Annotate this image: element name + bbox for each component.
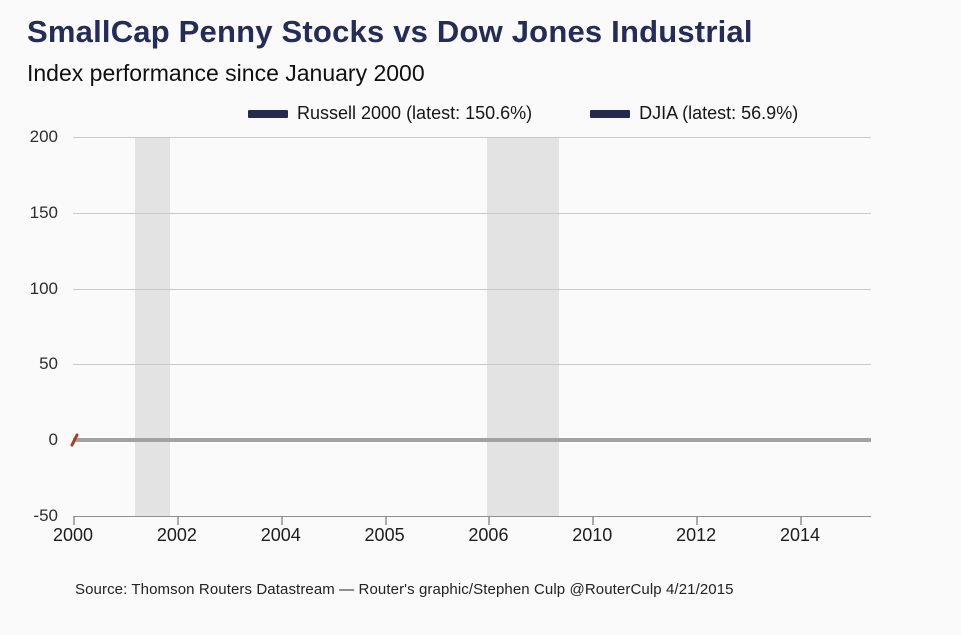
chart-subtitle: Index performance since January 2000 [27, 60, 425, 86]
x-tick-label: 2002 [156, 525, 197, 545]
gridline-100 [73, 288, 871, 290]
x-tick-mark [800, 517, 803, 525]
recession-band-0 [135, 137, 171, 516]
y-tick-label: 0 [48, 430, 58, 450]
gridline-200 [73, 137, 871, 138]
x-tick-label: 2005 [364, 525, 405, 545]
chart-title: SmallCap Penny Stocks vs Dow Jones Indus… [27, 14, 753, 49]
x-tick-mark [696, 517, 699, 525]
legend-item-0: Russell 2000 (latest: 150.6%) [248, 103, 532, 124]
x-tick-label: 2014 [779, 525, 821, 545]
x-tick-label: 2010 [572, 525, 613, 545]
y-tick-label: 150 [29, 202, 58, 222]
legend-item-1: DJIA (latest: 56.9%) [590, 103, 798, 124]
x-axis-labels: 2000 2002 2004 2005 2006 2010 2012 2014 [53, 525, 871, 551]
recession-band-1 [487, 137, 559, 516]
x-tick-mark [488, 517, 491, 525]
legend-label: DJIA (latest: 56.9%) [639, 103, 799, 123]
x-tick-label: 2006 [468, 525, 509, 545]
x-tick-mark [280, 517, 283, 525]
y-tick-label: 200 [29, 127, 58, 146]
x-tick-label: 2000 [52, 525, 94, 545]
y-tick-label: 50 [39, 354, 58, 374]
y-tick-label: -50 [33, 506, 58, 525]
source-credit: Source: Thomson Routers Datastream — Rou… [75, 581, 734, 598]
chart-legend: Russell 2000 (latest: 150.6%) DJIA (lates… [248, 103, 798, 124]
legend-line-swatch [590, 109, 631, 118]
x-tick-mark [592, 517, 595, 525]
plot-area [70, 137, 871, 525]
legend-line-swatch [248, 109, 288, 118]
zero-baseline [73, 438, 871, 443]
gridline-50 [73, 364, 871, 366]
x-tick-mark [73, 517, 75, 525]
x-tick-mark [176, 517, 179, 525]
y-axis-labels: 200 150 100 50 0 -50 [0, 127, 58, 525]
y-tick-label: 100 [29, 278, 58, 298]
gridline-150 [73, 212, 871, 214]
russell-line-start-mark [68, 432, 80, 453]
x-tick-label: 2004 [260, 525, 301, 545]
x-tick-mark [384, 517, 387, 525]
x-tick-label: 2012 [676, 525, 717, 545]
legend-label: Russell 2000 (latest: 150.6%) [297, 103, 533, 123]
